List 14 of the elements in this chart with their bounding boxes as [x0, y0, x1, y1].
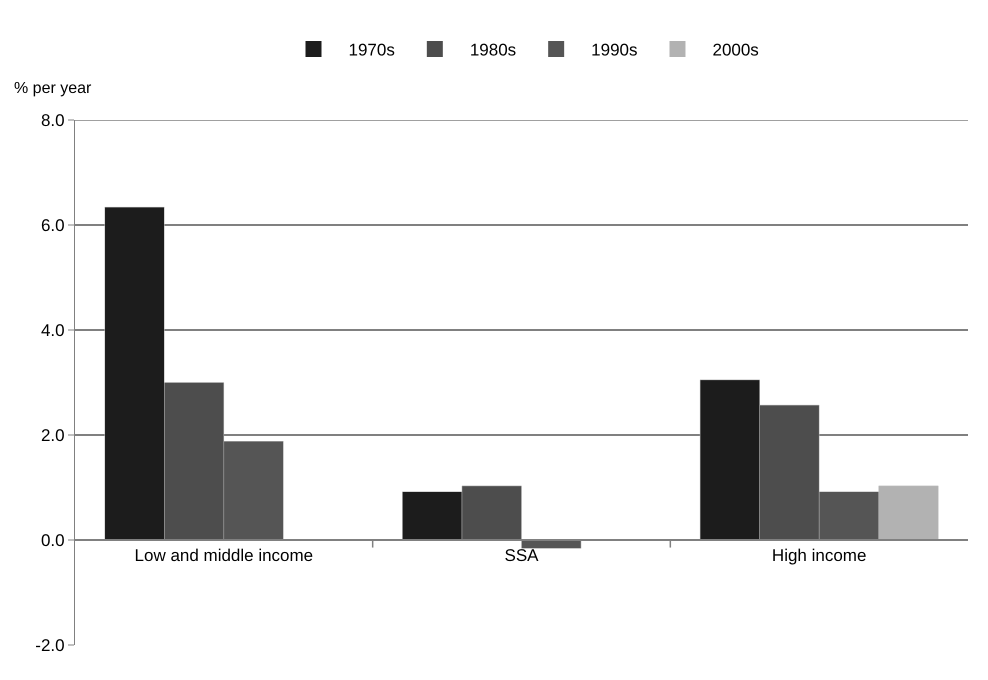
x-tick-label: Low and middle income [134, 546, 314, 566]
legend-label: 1990s [591, 40, 638, 60]
y-tick-label: 4.0 [40, 320, 65, 340]
y-tick-label: -2.0 [35, 636, 65, 655]
x-tick-label: High income [772, 546, 866, 566]
y-axis-title: % per year [14, 80, 92, 97]
y-tick-label: 2.0 [40, 426, 65, 445]
x-tick-label: SSA [504, 546, 540, 566]
legend-label: 1970s [348, 40, 395, 60]
y-tick-label: 6.0 [40, 216, 65, 235]
y-tick-label: 8.0 [40, 110, 65, 130]
legend-label: 2000s [712, 40, 759, 60]
y-tick-label: 0.0 [40, 530, 65, 550]
legend-label: 1980s [470, 40, 516, 60]
